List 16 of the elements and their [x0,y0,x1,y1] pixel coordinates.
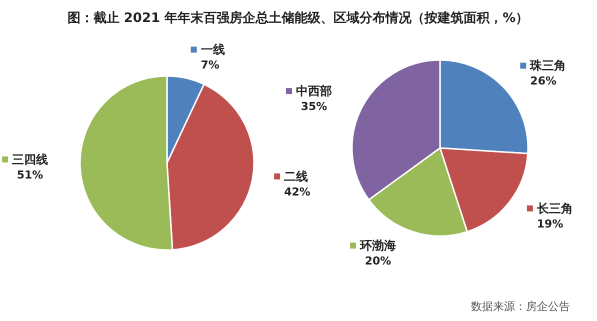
legend-label: 珠三角 [529,58,566,73]
data-label: 20% [364,254,392,268]
legend-label: 环渤海 [359,238,396,253]
legend-label: 三四线 [12,152,48,166]
data-label: 35% [300,100,328,114]
source-note: 数据来源：房企公告 [471,300,570,313]
data-label: 7% [200,58,220,72]
legend-label: 中西部 [296,84,332,98]
data-label: 42% [284,185,310,198]
legend-label: 二线 [284,169,308,184]
data-label: 19% [536,217,564,230]
chart-title: 图：截止 2021 年年末百强房企总土储能级、区域分布情况（按建筑面积，%） [67,10,529,26]
legend-label: 长三角 [536,201,573,216]
data-label: 26% [530,74,557,88]
data-label: 51% [16,168,44,182]
legend-label: 一线 [200,42,225,57]
